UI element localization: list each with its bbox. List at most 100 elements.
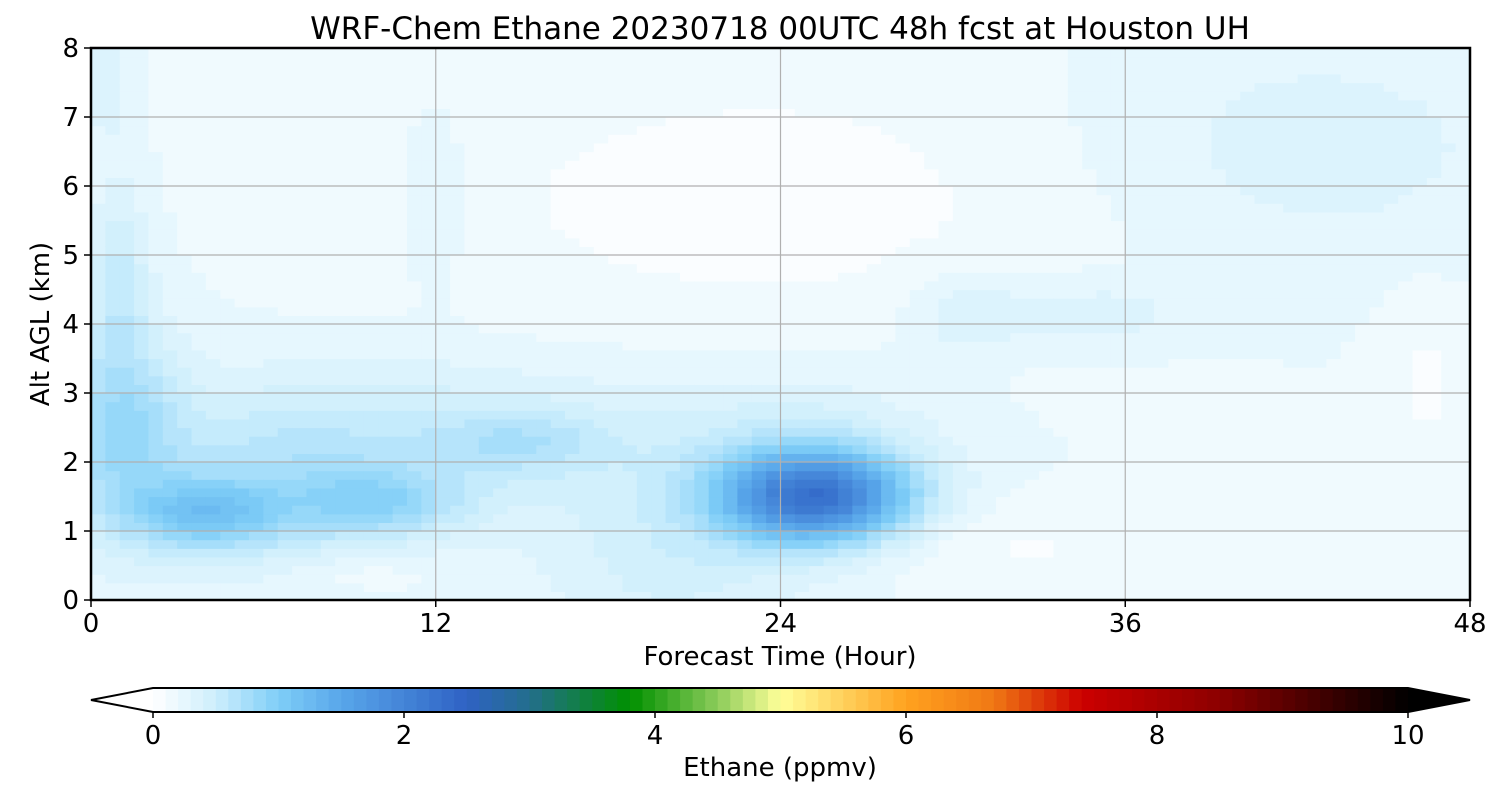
- field-cell: [320, 591, 336, 600]
- field-cell: [234, 401, 250, 411]
- field-cell: [435, 142, 451, 153]
- field-cell: [780, 220, 796, 230]
- field-cell: [780, 134, 796, 144]
- field-cell: [162, 117, 178, 127]
- field-cell: [1053, 125, 1069, 135]
- field-cell: [694, 229, 710, 239]
- field-cell: [493, 91, 509, 101]
- field-cell: [1139, 82, 1155, 92]
- field-cell: [119, 427, 135, 437]
- field-cell: [636, 237, 652, 247]
- field-cell: [679, 367, 695, 377]
- field-cell: [895, 272, 911, 282]
- field-cell: [277, 401, 293, 411]
- field-cell: [249, 289, 264, 299]
- field-cell: [593, 384, 609, 394]
- field-cell: [450, 324, 466, 334]
- field-cell: [622, 548, 638, 558]
- field-cell: [478, 56, 494, 66]
- field-cell: [794, 108, 810, 118]
- field-cell: [1125, 160, 1141, 170]
- field-cell: [478, 237, 494, 247]
- field-cell: [407, 134, 422, 144]
- field-cell: [909, 513, 925, 523]
- field-cell: [435, 272, 451, 282]
- field-cell: [220, 151, 236, 161]
- field-cell: [751, 513, 767, 523]
- field-cell: [823, 487, 839, 498]
- field-cell: [1053, 289, 1069, 299]
- field-cell: [924, 315, 940, 325]
- field-cell: [435, 367, 451, 377]
- field-cell: [521, 56, 537, 66]
- field-cell: [378, 324, 394, 334]
- field-cell: [924, 462, 940, 472]
- field-cell: [162, 462, 178, 472]
- field-cell: [220, 375, 236, 385]
- field-cell: [1139, 393, 1155, 403]
- field-cell: [550, 505, 566, 515]
- field-cell: [679, 505, 695, 515]
- field-cell: [852, 505, 868, 515]
- field-cell: [119, 82, 135, 92]
- field-cell: [967, 177, 983, 187]
- field-cell: [852, 203, 868, 213]
- field-cell: [1182, 177, 1198, 187]
- field-cell: [335, 401, 351, 411]
- field-cell: [852, 418, 868, 429]
- field-cell: [464, 194, 480, 204]
- field-cell: [679, 462, 695, 472]
- field-cell: [277, 177, 293, 187]
- field-cell: [881, 341, 897, 351]
- field-cell: [363, 203, 379, 213]
- field-cell: [1082, 117, 1098, 127]
- field-cell: [794, 393, 810, 403]
- field-cell: [1053, 479, 1069, 489]
- field-cell: [608, 556, 624, 567]
- field-cell: [895, 125, 911, 135]
- field-cell: [909, 306, 925, 316]
- field-cell: [608, 574, 624, 584]
- field-cell: [895, 444, 911, 454]
- field-cell: [866, 332, 882, 342]
- field-cell: [809, 186, 825, 196]
- field-cell: [780, 367, 796, 377]
- field-cell: [1168, 384, 1184, 394]
- field-cell: [924, 556, 940, 567]
- field-cell: [536, 306, 552, 316]
- field-cell: [1197, 531, 1213, 541]
- field-cell: [521, 117, 537, 127]
- field-cell: [205, 272, 221, 282]
- field-cell: [521, 531, 537, 541]
- field-cell: [1168, 324, 1184, 334]
- field-cell: [507, 591, 523, 600]
- field-cell: [794, 306, 810, 316]
- field-cell: [924, 220, 940, 230]
- field-cell: [1067, 91, 1083, 101]
- field-cell: [493, 255, 509, 265]
- field-cell: [780, 324, 796, 334]
- field-cell: [737, 125, 753, 135]
- field-cell: [292, 324, 308, 334]
- field-cell: [105, 48, 121, 58]
- field-cell: [205, 229, 221, 239]
- field-cell: [249, 48, 264, 58]
- field-cell: [421, 349, 437, 360]
- field-cell: [91, 522, 106, 532]
- field-cell: [349, 237, 365, 247]
- field-cell: [636, 522, 652, 532]
- field-cell: [435, 565, 451, 575]
- field-cell: [148, 332, 164, 342]
- field-cell: [450, 108, 466, 118]
- field-cell: [708, 358, 724, 368]
- field-cell: [622, 142, 638, 153]
- field-cell: [521, 73, 537, 84]
- field-cell: [622, 82, 638, 92]
- field-cell: [277, 556, 293, 567]
- field-cell: [608, 324, 624, 334]
- field-cell: [694, 401, 710, 411]
- field-cell: [1010, 220, 1026, 230]
- field-cell: [1024, 349, 1040, 360]
- field-cell: [751, 306, 767, 316]
- field-cell: [234, 91, 250, 101]
